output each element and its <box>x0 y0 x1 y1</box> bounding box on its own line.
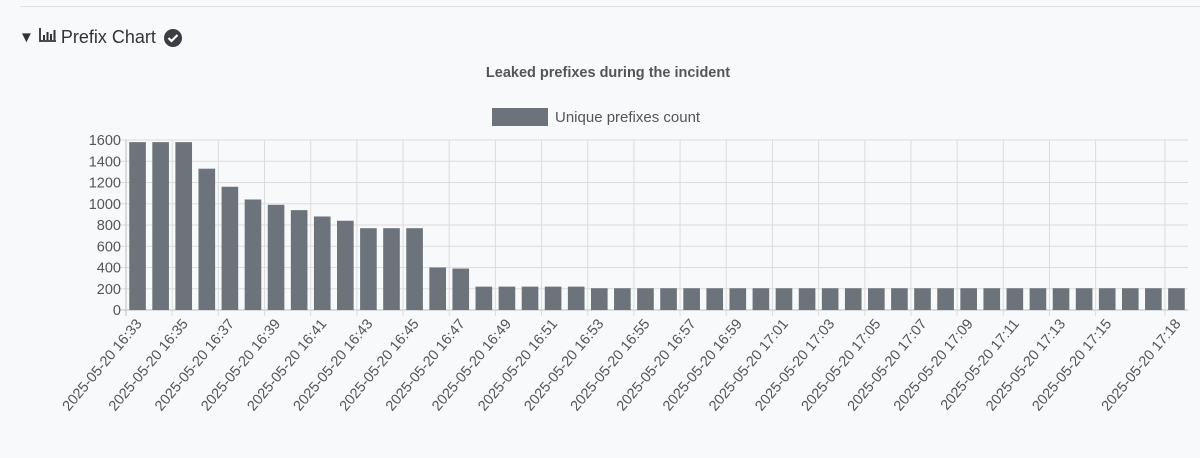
bar[interactable] <box>452 268 470 310</box>
x-tick-label: 2025-05-20 16:37 <box>152 316 238 414</box>
section-divider <box>20 6 1200 7</box>
bar[interactable] <box>1029 288 1047 310</box>
bar[interactable] <box>129 142 146 310</box>
bar[interactable] <box>221 186 239 310</box>
chart-title: Leaked prefixes during the incident <box>485 65 731 81</box>
bar[interactable] <box>983 288 1001 310</box>
bar[interactable] <box>706 288 724 310</box>
bar[interactable] <box>244 199 262 311</box>
bar[interactable] <box>1098 288 1116 310</box>
bar[interactable] <box>752 288 770 310</box>
bar[interactable] <box>267 204 285 310</box>
x-tick-label: 2025-05-20 17:13 <box>983 316 1069 414</box>
bar[interactable] <box>683 288 700 310</box>
bar[interactable] <box>475 286 493 310</box>
y-tick-label: 600 <box>97 239 121 255</box>
bar[interactable] <box>660 288 677 310</box>
bar[interactable] <box>1145 288 1162 310</box>
bar[interactable] <box>798 288 816 310</box>
bar[interactable] <box>290 210 308 310</box>
bar[interactable] <box>821 288 839 310</box>
y-tick-label: 1200 <box>89 176 121 192</box>
x-tick-label: 2025-05-20 17:11 <box>938 316 1023 413</box>
bar-chart-icon <box>38 27 57 48</box>
x-tick-label: 2025-05-20 17:03 <box>752 316 838 414</box>
x-tick-label: 2025-05-20 16:53 <box>521 316 607 414</box>
bar[interactable] <box>406 228 423 310</box>
bar[interactable] <box>360 228 377 310</box>
y-tick-label: 800 <box>97 218 121 234</box>
triangle-down-icon: ▼ <box>19 29 34 46</box>
bar[interactable] <box>429 267 446 311</box>
bar[interactable] <box>1006 288 1024 310</box>
bar[interactable] <box>1121 288 1139 310</box>
legend-label: Unique prefixes count <box>555 108 701 126</box>
bar[interactable] <box>498 286 516 310</box>
x-tick-label: 2025-05-20 16:59 <box>660 316 746 414</box>
y-tick-label: 200 <box>97 282 121 298</box>
bar[interactable] <box>337 220 354 310</box>
bar[interactable] <box>614 288 631 310</box>
bar[interactable] <box>521 286 539 310</box>
x-tick-label: 2025-05-20 16:45 <box>337 316 423 414</box>
bar[interactable] <box>960 288 977 310</box>
x-tick-label: 2025-05-20 17:07 <box>845 316 931 414</box>
bar[interactable] <box>637 288 654 310</box>
x-tick-label: 2025-05-20 16:39 <box>198 316 284 414</box>
x-tick-label: 2025-05-20 17:05 <box>799 316 885 414</box>
x-tick-label: 2025-05-20 17:09 <box>891 316 977 414</box>
bar[interactable] <box>383 228 400 310</box>
bar[interactable] <box>937 288 954 310</box>
y-tick-label: 1000 <box>89 197 121 213</box>
legend-item[interactable]: Unique prefixes count <box>492 108 700 126</box>
prefix-chart-section-toggle[interactable]: ▼ Prefix Chart <box>19 27 182 48</box>
bar[interactable] <box>844 288 862 310</box>
bar[interactable] <box>1168 288 1185 310</box>
bar[interactable] <box>590 288 608 310</box>
section-title: Prefix Chart <box>60 27 156 47</box>
x-tick-label: 2025-05-20 16:51 <box>475 316 561 414</box>
x-tick-label: 2025-05-20 16:55 <box>568 316 654 414</box>
bar[interactable] <box>1052 288 1070 310</box>
bar[interactable] <box>544 286 562 310</box>
bar[interactable] <box>313 216 331 311</box>
y-tick-label: 400 <box>97 261 121 277</box>
bar[interactable] <box>914 288 931 310</box>
bar[interactable] <box>891 288 908 310</box>
x-tick-label: 2025-05-20 16:35 <box>106 316 192 414</box>
x-tick-label: 2025-05-20 17:01 <box>706 316 792 414</box>
bar[interactable] <box>567 286 585 310</box>
bar[interactable] <box>198 168 216 310</box>
legend-swatch <box>492 108 548 126</box>
bar[interactable] <box>868 288 885 310</box>
x-tick-label: 2025-05-20 16:57 <box>614 316 700 414</box>
x-tick-label: 2025-05-20 16:47 <box>383 316 469 414</box>
bar[interactable] <box>1075 288 1093 310</box>
y-tick-label: 1400 <box>89 154 121 170</box>
x-tick-label: 2025-05-20 16:43 <box>291 316 377 414</box>
x-tick-label: 2025-05-20 16:41 <box>244 316 330 414</box>
bar[interactable] <box>175 142 193 310</box>
x-tick-label: 2025-05-20 16:33 <box>60 316 146 414</box>
check-circle-icon <box>163 28 182 47</box>
y-tick-label: 0 <box>113 303 121 319</box>
x-tick-label: 2025-05-20 16:49 <box>429 316 515 414</box>
bar[interactable] <box>152 142 169 310</box>
bar[interactable] <box>729 288 747 310</box>
bar[interactable] <box>775 288 793 310</box>
y-tick-label: 1600 <box>89 133 121 149</box>
